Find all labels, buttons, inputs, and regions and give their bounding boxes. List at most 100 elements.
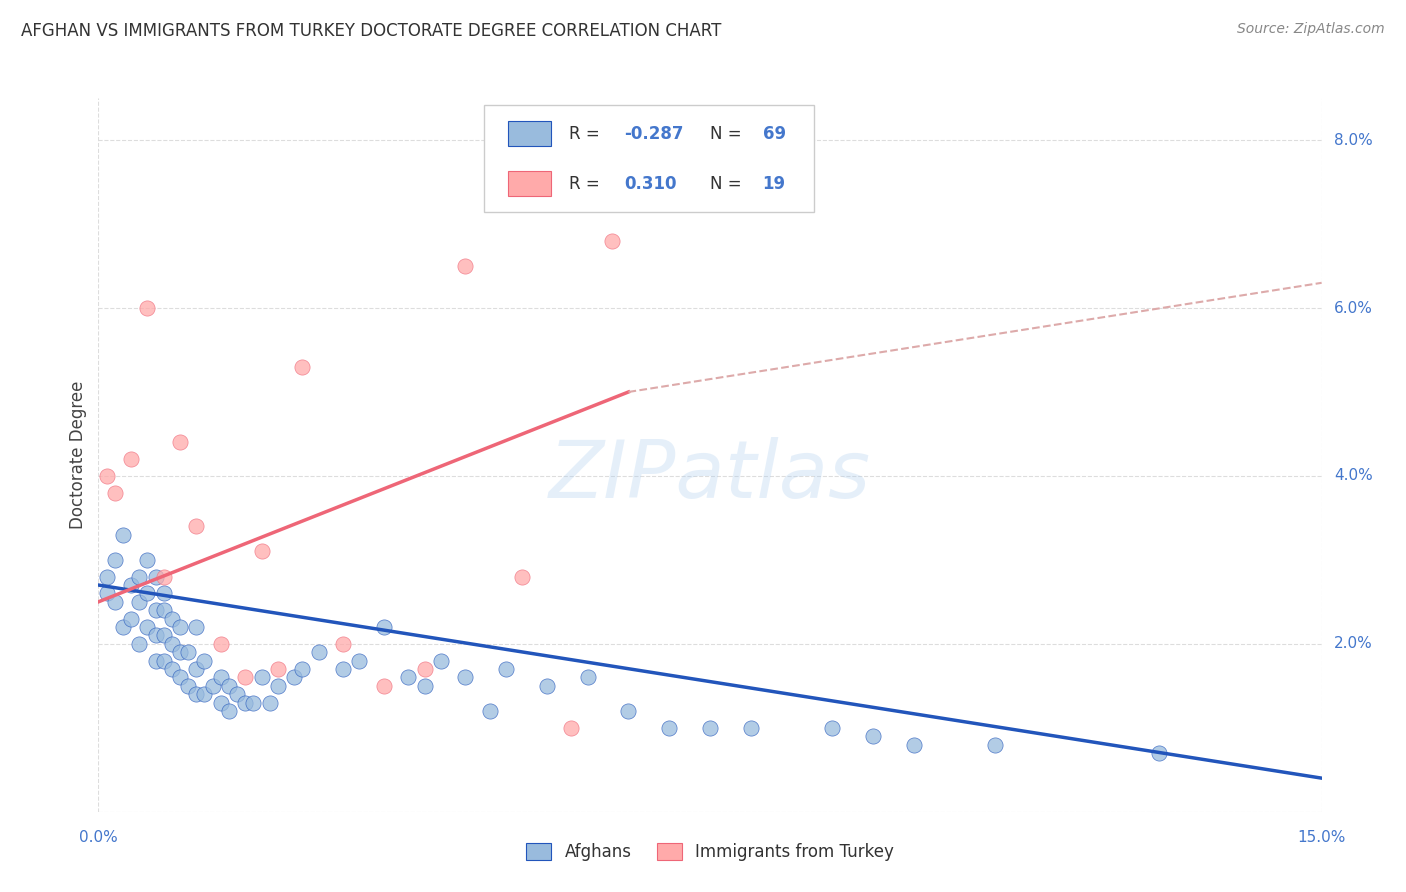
Point <box>136 301 159 315</box>
Point <box>209 696 232 710</box>
Point <box>250 544 273 558</box>
Point <box>373 679 395 693</box>
Point <box>984 738 1007 752</box>
Point <box>396 670 419 684</box>
Point <box>267 662 290 676</box>
Point <box>291 359 314 374</box>
Point <box>120 578 142 592</box>
Point <box>96 586 118 600</box>
Point <box>332 662 354 676</box>
Point <box>111 527 134 541</box>
Point <box>413 679 436 693</box>
Point <box>600 234 623 248</box>
Point <box>291 662 314 676</box>
Point <box>160 637 183 651</box>
Point <box>136 553 159 567</box>
Point <box>186 687 208 701</box>
Text: 0.310: 0.310 <box>624 175 676 193</box>
Point <box>201 679 224 693</box>
Point <box>152 569 174 583</box>
Point <box>104 553 127 567</box>
Point <box>152 654 174 668</box>
Point <box>145 603 167 617</box>
Text: Source: ZipAtlas.com: Source: ZipAtlas.com <box>1237 22 1385 37</box>
Point <box>617 704 640 718</box>
Text: 6.0%: 6.0% <box>1334 301 1372 316</box>
Point <box>699 721 721 735</box>
Point <box>145 569 167 583</box>
Text: R =: R = <box>569 175 606 193</box>
Point <box>454 259 477 273</box>
Point <box>186 662 208 676</box>
Point <box>560 721 582 735</box>
Point <box>96 569 118 583</box>
Text: ZIPatlas: ZIPatlas <box>548 437 872 516</box>
Point <box>218 704 240 718</box>
Point <box>128 595 150 609</box>
Point <box>740 721 762 735</box>
Point <box>169 620 191 634</box>
Point <box>233 696 256 710</box>
Point <box>209 637 232 651</box>
Point <box>1147 746 1170 760</box>
Text: N =: N = <box>710 125 747 143</box>
Point <box>152 628 174 642</box>
Text: 19: 19 <box>762 175 786 193</box>
Point <box>373 620 395 634</box>
Point <box>120 452 142 467</box>
Text: N =: N = <box>710 175 747 193</box>
Y-axis label: Doctorate Degree: Doctorate Degree <box>69 381 87 529</box>
Text: 15.0%: 15.0% <box>1298 830 1346 845</box>
Point <box>186 519 208 533</box>
Point <box>413 662 436 676</box>
Point <box>136 620 159 634</box>
Point <box>128 637 150 651</box>
Point <box>218 679 240 693</box>
Point <box>259 696 281 710</box>
Text: 4.0%: 4.0% <box>1334 468 1372 483</box>
Point <box>430 654 453 668</box>
Point <box>120 612 142 626</box>
Text: R =: R = <box>569 125 606 143</box>
Point <box>169 645 191 659</box>
Point <box>169 670 191 684</box>
Text: 2.0%: 2.0% <box>1334 636 1372 651</box>
Point <box>349 654 371 668</box>
Point <box>193 687 215 701</box>
Point <box>658 721 681 735</box>
Point <box>283 670 305 684</box>
FancyBboxPatch shape <box>484 105 814 212</box>
Point <box>104 595 127 609</box>
Point <box>160 612 183 626</box>
Point <box>821 721 844 735</box>
Point <box>209 670 232 684</box>
Point <box>177 679 200 693</box>
Point <box>332 637 354 651</box>
Point <box>495 662 517 676</box>
Point <box>96 469 118 483</box>
Point <box>862 729 884 743</box>
Point <box>145 628 167 642</box>
Point <box>145 654 167 668</box>
Point <box>267 679 290 693</box>
Point <box>454 670 477 684</box>
Point <box>186 620 208 634</box>
Text: 8.0%: 8.0% <box>1334 133 1372 147</box>
Point <box>169 435 191 450</box>
Point <box>152 603 174 617</box>
Point <box>478 704 501 718</box>
Text: -0.287: -0.287 <box>624 125 683 143</box>
Point <box>160 662 183 676</box>
Point <box>242 696 264 710</box>
Point <box>128 569 150 583</box>
Point <box>308 645 330 659</box>
Point <box>250 670 273 684</box>
Point <box>233 670 256 684</box>
Text: 0.0%: 0.0% <box>79 830 118 845</box>
Legend: Afghans, Immigrants from Turkey: Afghans, Immigrants from Turkey <box>520 836 900 868</box>
Point <box>177 645 200 659</box>
Point <box>136 586 159 600</box>
Point <box>903 738 925 752</box>
Point <box>226 687 249 701</box>
Point <box>111 620 134 634</box>
